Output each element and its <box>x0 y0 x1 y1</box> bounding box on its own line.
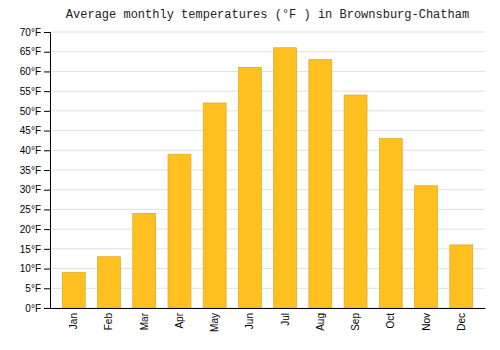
bar <box>203 103 226 308</box>
bar <box>344 95 367 308</box>
x-tick: Apr <box>174 312 185 328</box>
grid <box>50 32 485 308</box>
y-tick: 15°F <box>20 244 50 255</box>
tick-label: 15°F <box>20 244 41 255</box>
y-tick: 70°F <box>20 27 50 38</box>
bar <box>62 273 85 308</box>
grid-line <box>50 71 485 72</box>
tick-label: 30°F <box>20 184 41 195</box>
tick-mark <box>44 131 50 132</box>
tick-label: May <box>209 313 220 332</box>
y-tick: 30°F <box>20 184 50 195</box>
y-tick: 40°F <box>20 145 50 156</box>
tick-mark <box>44 71 50 72</box>
x-tick: Jul <box>280 313 291 326</box>
axis-line <box>44 33 51 309</box>
tick-label: Mar <box>139 312 150 330</box>
grid-line <box>50 91 485 92</box>
y-tick: 10°F <box>20 263 50 274</box>
tick-label: 50°F <box>20 106 41 117</box>
grid-line <box>50 170 485 171</box>
tick-label: Oct <box>385 313 396 329</box>
x-axis: Jan Feb Mar Apr May Jun Jul Aug Sep Oct Nov Dec <box>51 309 486 332</box>
tick-label: Nov <box>421 313 432 331</box>
tick-mark <box>44 170 50 171</box>
y-tick: 35°F <box>20 165 50 176</box>
bar <box>274 48 297 308</box>
y-tick: 60°F <box>20 66 50 77</box>
tick-mark <box>44 209 50 210</box>
y-tick: 0°F <box>25 303 50 314</box>
tick-label: Feb <box>103 313 114 331</box>
tick-mark <box>44 229 50 230</box>
tick-mark <box>44 91 50 92</box>
tick-mark <box>44 269 50 270</box>
tick-mark <box>44 249 50 250</box>
tick-label: Aug <box>315 313 326 331</box>
bar <box>415 186 438 308</box>
tick-mark <box>44 308 50 309</box>
tick-label: Jul <box>280 313 291 326</box>
bar <box>309 60 332 308</box>
title: Average monthly temperatures (°F ) in Br… <box>66 8 469 22</box>
tick-label: Jan <box>68 313 79 329</box>
x-tick: Dec <box>456 313 467 331</box>
plot-area: 0°F 5°F 10°F 15°F 20°F 25°F 30°F 35°F 40°F 45°F 50… <box>20 27 486 332</box>
y-tick: 45°F <box>20 125 50 136</box>
x-tick: Feb <box>103 313 114 331</box>
bar <box>98 257 121 308</box>
tick-label: 5°F <box>25 283 41 294</box>
y-tick: 25°F <box>20 204 50 215</box>
y-tick: 65°F <box>20 46 50 57</box>
x-tick: Aug <box>315 313 326 331</box>
bar <box>133 213 156 308</box>
grid-line <box>50 32 485 33</box>
x-tick: Jun <box>244 313 255 329</box>
grid-line <box>50 130 485 131</box>
x-tick: May <box>209 313 220 332</box>
tick-mark <box>44 190 50 191</box>
chart-svg: 0°F 5°F 10°F 15°F 20°F 25°F 30°F 35°F 40°F 45°F 50… <box>0 0 500 350</box>
bar <box>450 245 473 308</box>
tick-mark <box>44 288 50 289</box>
x-tick: Oct <box>385 313 396 329</box>
x-tick: Jan <box>68 313 79 329</box>
y-tick: 55°F <box>20 86 50 97</box>
tick-label: 10°F <box>20 263 41 274</box>
x-tick: Nov <box>421 313 432 331</box>
tick-label: 0°F <box>25 303 41 314</box>
bar <box>379 138 402 308</box>
y-tick: 5°F <box>25 283 50 294</box>
y-tick: 50°F <box>20 106 50 117</box>
grid-line <box>50 51 485 52</box>
tick-label: 70°F <box>20 27 41 38</box>
y-tick: 20°F <box>20 224 50 235</box>
tick-mark <box>44 150 50 151</box>
tick-label: 25°F <box>20 204 41 215</box>
tick-label: Dec <box>456 313 467 331</box>
chart-container: 0°F 5°F 10°F 15°F 20°F 25°F 30°F 35°F 40°F 45°F 50… <box>0 0 500 350</box>
tick-label: 35°F <box>20 165 41 176</box>
tick-label: Sep <box>350 313 361 331</box>
tick-label: Jun <box>244 313 255 329</box>
tick-label: 45°F <box>20 125 41 136</box>
bar <box>238 67 261 308</box>
x-tick: Mar <box>139 312 150 330</box>
x-tick: Sep <box>350 313 361 331</box>
axis-line <box>51 308 486 309</box>
grid-line <box>50 110 485 111</box>
tick-label: 55°F <box>20 86 41 97</box>
tick-label: 20°F <box>20 224 41 235</box>
bar <box>168 154 191 308</box>
tick-label: 40°F <box>20 145 41 156</box>
tick-label: Apr <box>174 312 185 328</box>
grid-line <box>50 150 485 151</box>
tick-mark <box>44 111 50 112</box>
bars <box>62 48 472 308</box>
tick-mark <box>44 32 50 33</box>
y-axis: 0°F 5°F 10°F 15°F 20°F 25°F 30°F 35°F 40°F 45°F 50… <box>20 27 51 314</box>
tick-mark <box>44 52 50 53</box>
tick-label: 60°F <box>20 66 41 77</box>
tick-label: 65°F <box>20 46 41 57</box>
